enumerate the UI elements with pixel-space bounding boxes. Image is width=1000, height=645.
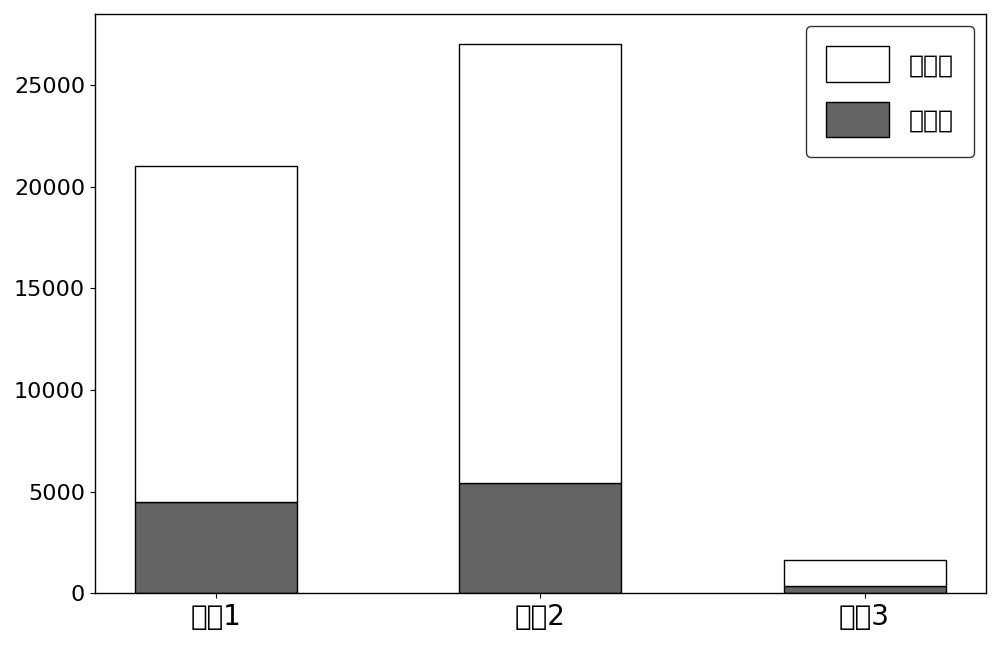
Bar [784,586,946,593]
Bar [135,166,297,502]
Bar [459,45,621,482]
Legend: 训练集, 测试集: 训练集, 测试集 [806,26,974,157]
Bar [135,502,297,593]
Bar [459,482,621,593]
Bar [784,561,946,586]
